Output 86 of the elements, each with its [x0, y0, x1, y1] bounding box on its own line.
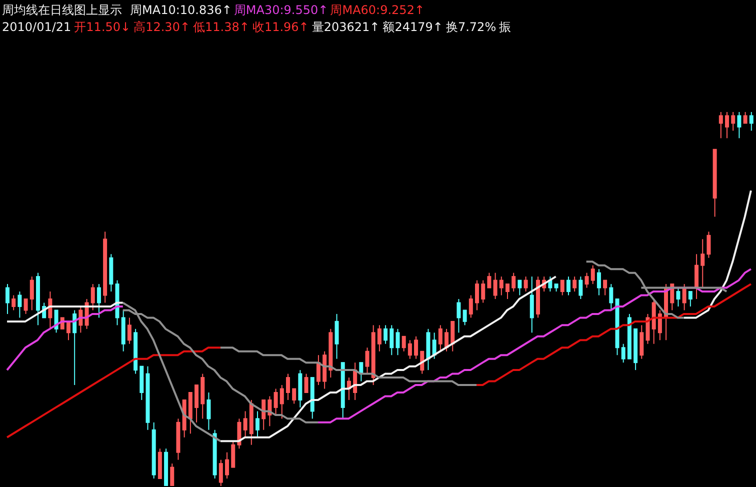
- candlestick: [286, 373, 290, 400]
- text: 收11.96↑: [252, 20, 309, 34]
- candlestick: [596, 268, 601, 296]
- text: 低11.38↑: [193, 20, 250, 34]
- candlestick: [194, 384, 199, 423]
- candlestick: [499, 276, 504, 296]
- candlestick: [218, 459, 223, 486]
- candlestick: [572, 276, 577, 292]
- text: 周MA10:10.836↑: [130, 3, 232, 17]
- candlestick: [377, 324, 382, 352]
- candlestick: [475, 280, 480, 311]
- candlestick: [30, 276, 34, 311]
- text: 振: [499, 20, 512, 34]
- candlestick: [432, 332, 436, 360]
- candlestick: [468, 294, 473, 318]
- candlestick: [700, 238, 705, 288]
- candlestick: [316, 354, 320, 386]
- candlestick: [481, 280, 486, 304]
- candlestick: [749, 112, 754, 132]
- candlestick: [578, 276, 583, 300]
- candlestick: [450, 320, 455, 352]
- text: 周MA60:9.252↑: [330, 3, 425, 17]
- candlestick: [518, 280, 522, 296]
- candlestick: [737, 112, 742, 139]
- candlestick: [706, 231, 711, 258]
- candlestick: [640, 324, 644, 360]
- candlestick: [718, 112, 723, 139]
- candlestick: [694, 254, 699, 300]
- candlestick: [688, 291, 692, 307]
- candlestick: [96, 284, 101, 318]
- candlestick: [658, 310, 662, 341]
- candlestick: [24, 298, 28, 314]
- candlestick: [90, 284, 95, 311]
- candlestick: [621, 343, 626, 364]
- candlestick: [365, 347, 370, 374]
- candlestick: [530, 276, 534, 334]
- candlestick: [292, 388, 296, 404]
- candlestick: [390, 324, 394, 356]
- candlestick: [304, 373, 308, 393]
- candlestick: [206, 392, 211, 430]
- text: 高12.30↑: [134, 20, 190, 34]
- candlestick: [676, 287, 680, 307]
- candlestick: [524, 276, 528, 292]
- candlestick: [462, 310, 467, 326]
- candlestick: [127, 317, 132, 344]
- candlestick: [256, 410, 260, 438]
- chart-title: 周均线在日线图上显示: [2, 3, 122, 17]
- candlestick: [731, 112, 736, 132]
- text: 额24179↑: [382, 20, 443, 34]
- candlestick: [12, 294, 16, 311]
- text: 换7.72%: [446, 20, 496, 34]
- candlestick: [18, 291, 22, 318]
- candlestick: [414, 336, 418, 360]
- candlestick: [243, 410, 248, 438]
- candlestick: [512, 272, 516, 292]
- candlestick: [237, 418, 242, 450]
- text: 2010/01/21: [2, 20, 72, 34]
- candlestick: [506, 284, 510, 300]
- text: 量203621↑: [312, 20, 380, 34]
- candlestick: [646, 313, 650, 344]
- candlestick: [444, 328, 449, 352]
- candlestick: [170, 463, 174, 486]
- text: 开11.50↓: [74, 20, 131, 34]
- candlestick: [225, 452, 230, 480]
- candlestick: [274, 388, 278, 416]
- candlestick: [609, 284, 614, 311]
- candlestick: [725, 112, 730, 139]
- candlestick: [584, 272, 589, 288]
- candlestick: [231, 440, 236, 468]
- candlestick: [402, 336, 406, 352]
- candlestick: [456, 298, 461, 334]
- candlestick: [438, 324, 442, 352]
- candlestick: [590, 264, 595, 285]
- candlestick: [384, 324, 388, 344]
- candlestick: [334, 313, 339, 360]
- candlestick: [743, 112, 748, 124]
- candlestick: [566, 276, 570, 296]
- candlestick: [487, 272, 492, 288]
- candlestick: [6, 284, 10, 314]
- candlestick: [396, 328, 400, 356]
- text: 周MA30:9.550↑: [234, 3, 328, 17]
- candlestick: [603, 280, 608, 296]
- candlestick: [560, 280, 564, 296]
- candlestick: [280, 384, 284, 420]
- candlestick: [408, 340, 412, 360]
- candlestick: [493, 272, 498, 300]
